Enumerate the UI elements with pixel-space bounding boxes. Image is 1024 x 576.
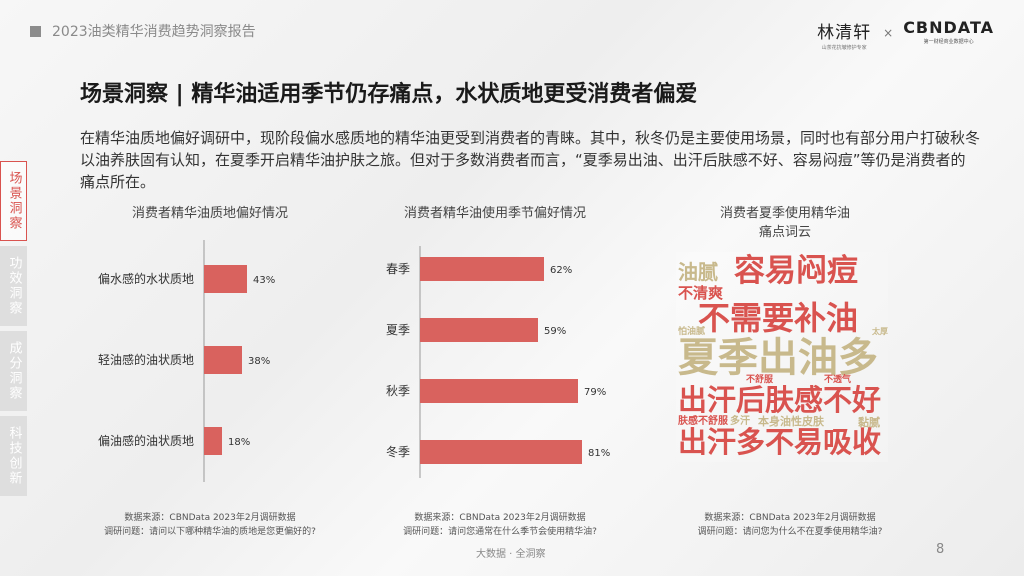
side-nav-ingredient-insight[interactable]: 成分洞察	[0, 331, 27, 411]
category-label: 偏水感的水状质地	[98, 271, 194, 286]
value-label: 38%	[248, 356, 270, 367]
chart1-title: 消费者精华油质地偏好情况	[131, 206, 288, 221]
value-label: 59%	[544, 326, 566, 337]
brand2-name: CBNDATA	[903, 18, 994, 37]
wordcloud-word: 肤感不舒服	[678, 416, 728, 427]
bar	[420, 440, 582, 464]
wordcloud-word: 不清爽	[678, 284, 724, 302]
wordcloud-title: 消费者夏季使用精华油 痛点词云	[660, 204, 910, 242]
page-number: 8	[936, 542, 945, 557]
report-title: 2023油类精华消费趋势洞察报告	[52, 24, 256, 40]
category-label: 轻油感的油状质地	[98, 352, 194, 367]
side-nav-label: 场景洞察	[6, 171, 22, 231]
side-nav-label: 成分洞察	[6, 341, 22, 401]
side-nav-label: 功效洞察	[6, 256, 22, 316]
chart2-question-text: 调研问题：请问您通常在什么季节会使用精华油?	[403, 527, 597, 537]
side-nav-tech-innovation[interactable]: 科技创新	[0, 416, 27, 496]
chart2-source-text: 数据来源：CBNData 2023年2月调研数据	[414, 513, 586, 523]
category-label: 夏季	[386, 323, 410, 337]
wordcloud-word: 黏腻	[858, 416, 880, 429]
wordcloud-word: 不需要补油	[698, 299, 859, 337]
value-label: 18%	[228, 437, 250, 448]
wordcloud-word: 出汗多不易吸收	[678, 425, 882, 459]
brand1-name: 林清轩	[817, 23, 872, 43]
season-preference-chart: 春季 62% 夏季 59% 秋季 79% 冬季 81%	[386, 246, 610, 478]
brand2-tagline: 第一财经商业数据中心	[923, 39, 974, 45]
side-nav-efficacy-insight[interactable]: 功效洞察	[0, 246, 27, 326]
category-label: 偏油感的油状质地	[98, 433, 194, 448]
brand1-tagline: 山茶花抗皱修护专家	[821, 45, 867, 51]
chart1-question-text: 调研问题：请问以下哪种精华油的质地是您更偏好的?	[104, 527, 316, 537]
page-title: 场景洞察 | 精华油适用季节仍存痛点，水状质地更受消费者偏爱	[80, 82, 698, 107]
report-header: 2023油类精华消费趋势洞察报告	[30, 21, 256, 41]
logo-separator: ×	[883, 26, 894, 40]
category-label: 春季	[386, 262, 410, 276]
logo-group: 林清轩 山茶花抗皱修护专家 × CBNDATA 第一财经商业数据中心	[817, 18, 994, 51]
chart1-source-text: 数据来源：CBNData 2023年2月调研数据	[124, 513, 296, 523]
chart2-title: 消费者精华油使用季节偏好情况	[403, 206, 586, 221]
brand-logo-linqingxuan: 林清轩 山茶花抗皱修护专家	[817, 18, 871, 51]
bar	[204, 427, 222, 455]
wordcloud-word: 不透气	[824, 375, 852, 385]
wordcloud-word: 怕油腻	[678, 327, 706, 337]
pain-point-wordcloud: 容易闷痘 油腻 不清爽 不需要补油 夏季出油多 出汗后肤感不好 出汗多不易吸收 …	[676, 252, 888, 462]
value-label: 62%	[550, 265, 572, 276]
bar	[204, 265, 247, 293]
bar	[420, 379, 578, 403]
brand-logo-cbndata: CBNDATA 第一财经商业数据中心	[903, 18, 994, 45]
value-label: 79%	[584, 387, 606, 398]
category-label: 冬季	[386, 444, 410, 459]
bar	[420, 318, 538, 342]
value-label: 81%	[588, 448, 610, 459]
page-description: 在精华油质地偏好调研中，现阶段偏水感质地的精华油更受到消费者的青睐。其中，秋冬仍…	[80, 129, 981, 191]
wordcloud-word: 多汗	[730, 416, 750, 427]
chart2-source: 数据来源：CBNData 2023年2月调研数据 调研问题：请问您通常在什么季节…	[345, 511, 655, 539]
wordcloud-word: 太厚	[872, 327, 888, 336]
side-nav-label: 科技创新	[6, 426, 22, 486]
value-label: 43%	[253, 275, 275, 286]
wordcloud-question-text: 调研问题：请问您为什么不在夏季使用精华油?	[697, 527, 883, 537]
chart1-source: 数据来源：CBNData 2023年2月调研数据 调研问题：请问以下哪种精华油的…	[60, 511, 360, 539]
wordcloud-word: 夏季出油多	[678, 335, 878, 381]
wordcloud-source: 数据来源：CBNData 2023年2月调研数据 调研问题：请问您为什么不在夏季…	[645, 511, 935, 539]
texture-preference-chart: 偏水感的水状质地 43% 轻油感的油状质地 38% 偏油感的油状质地 18%	[98, 240, 275, 482]
wordcloud-source-text: 数据来源：CBNData 2023年2月调研数据	[704, 513, 876, 523]
wordcloud-word: 不舒服	[746, 375, 774, 385]
wordcloud-word: 本身油性皮肤	[758, 415, 824, 428]
wordcloud-word: 出汗后肤感不好	[678, 383, 882, 417]
wordcloud-word: 容易闷痘	[734, 253, 858, 289]
wordcloud-word: 油腻	[678, 260, 718, 284]
wordcloud-title-line1: 消费者夏季使用精华油	[719, 206, 850, 221]
bar	[204, 346, 242, 374]
header-square-icon	[30, 25, 41, 37]
wordcloud-title-line2: 痛点词云	[758, 225, 811, 240]
bar	[420, 257, 544, 281]
category-label: 秋季	[386, 384, 410, 398]
side-nav-scene-insight[interactable]: 场景洞察	[0, 161, 27, 241]
footer-slogan: 大数据 · 全洞察	[476, 549, 546, 560]
